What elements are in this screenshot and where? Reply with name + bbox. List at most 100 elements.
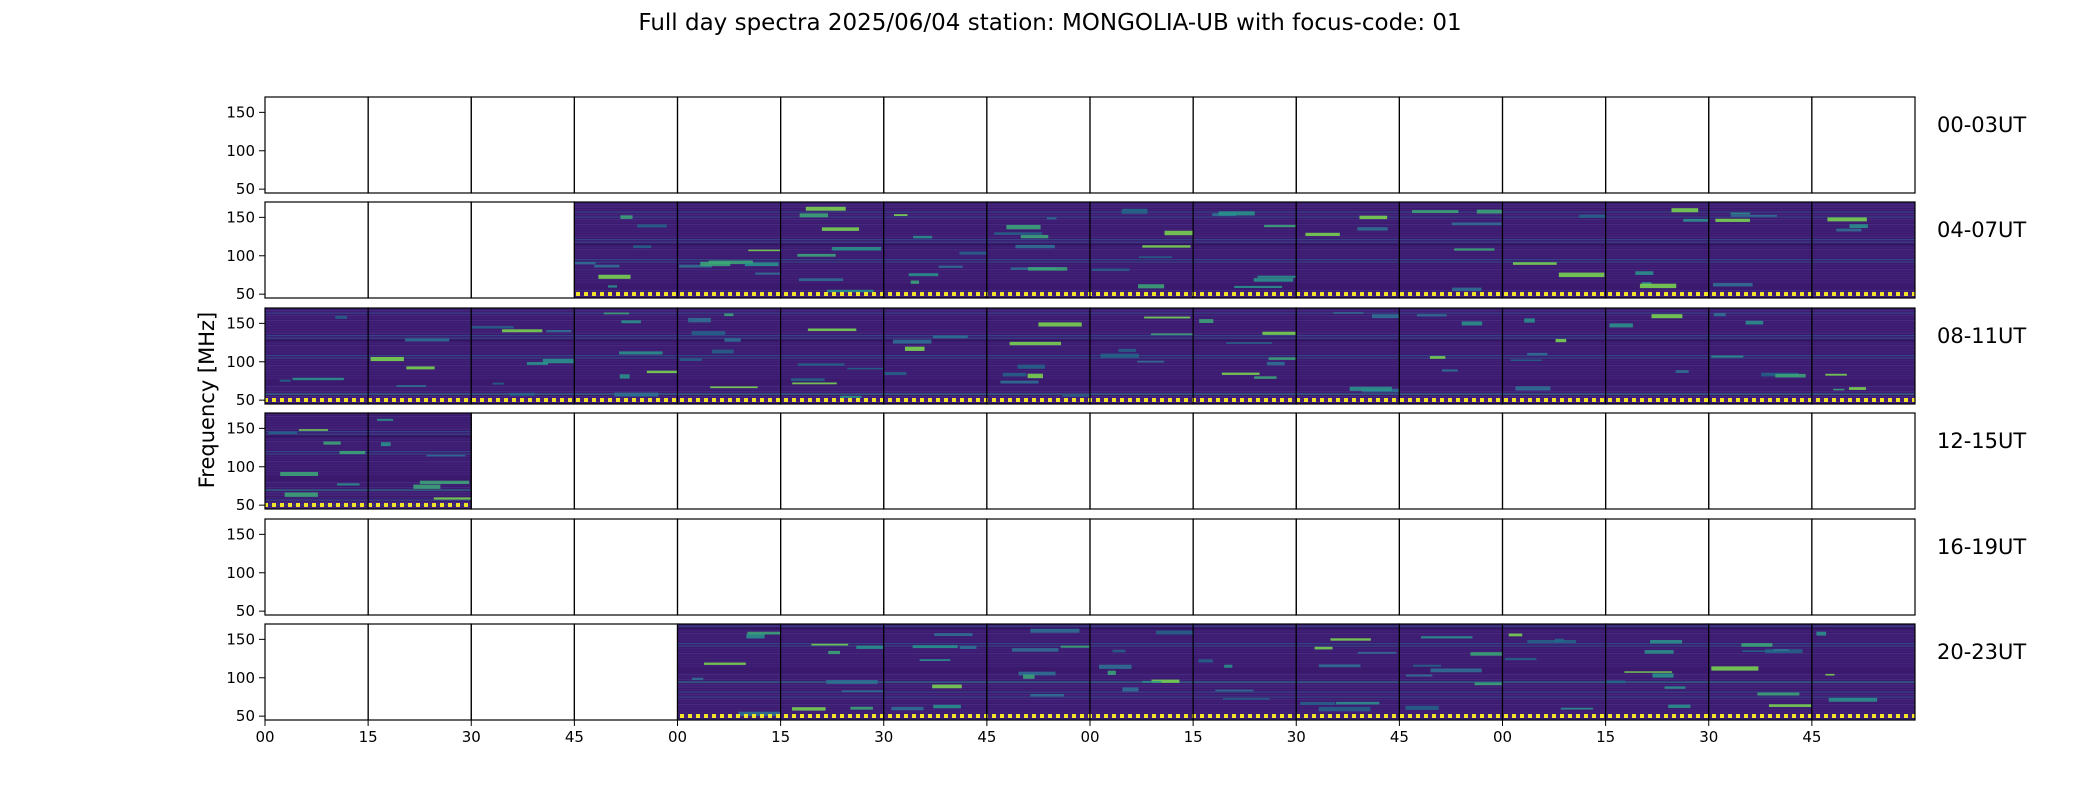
- empty-panel: [676, 518, 782, 616]
- empty-panel: [1605, 518, 1710, 616]
- empty-panel: [470, 201, 575, 299]
- empty-panel: [1708, 518, 1813, 616]
- y-tick-label: 150: [226, 314, 255, 332]
- y-tick-label: 150: [226, 630, 255, 648]
- spectrum-panel: [1295, 623, 1400, 721]
- empty-panel: [780, 518, 885, 616]
- spectrum-panel: [1398, 307, 1504, 405]
- empty-panel: [883, 412, 988, 510]
- x-tick-label: 30: [1699, 728, 1718, 746]
- empty-panel: [1398, 96, 1504, 194]
- empty-panel: [367, 201, 472, 299]
- y-tick-label: 100: [226, 669, 255, 687]
- x-tick-label: 15: [359, 728, 378, 746]
- y-tick-label: 100: [226, 247, 255, 265]
- empty-panel: [573, 518, 679, 616]
- y-tick-label: 100: [226, 142, 255, 160]
- empty-panel: [1605, 412, 1710, 510]
- empty-panel: [1501, 518, 1607, 616]
- spectrum-panel: [1089, 623, 1194, 721]
- spectra-row-12-15UT: 150 100 50 12-15UT: [226, 412, 2026, 514]
- spectrum-panel: [1811, 307, 1916, 405]
- y-tick-label: 50: [236, 285, 255, 303]
- spectrum-panel: [1398, 623, 1504, 721]
- empty-panel: [264, 518, 369, 616]
- y-tick-label: 150: [226, 103, 255, 121]
- x-tick-label: 15: [771, 728, 790, 746]
- spectrum-panel: [780, 307, 885, 405]
- empty-panel: [573, 96, 679, 194]
- spectrum-panel: [1605, 623, 1710, 721]
- y-tick-label: 150: [226, 208, 255, 226]
- empty-panel: [573, 623, 679, 721]
- x-tick-label: 00: [668, 728, 687, 746]
- spectrum-panel: [883, 307, 988, 405]
- x-tick-label: 00: [255, 728, 274, 746]
- y-tick-label: 100: [226, 564, 255, 582]
- empty-panel: [986, 412, 1091, 510]
- empty-panel: [367, 96, 472, 194]
- spectrum-panel: [676, 201, 782, 299]
- chart-title: Full day spectra 2025/06/04 station: MON…: [638, 10, 1462, 36]
- y-tick-label: 50: [236, 391, 255, 409]
- empty-panel: [1811, 96, 1916, 194]
- spectrum-panel: [1708, 307, 1813, 405]
- empty-panel: [1811, 412, 1916, 510]
- row-label: 16-19UT: [1937, 535, 2026, 559]
- y-tick-label: 50: [236, 707, 255, 725]
- spectrum-panel: [1295, 307, 1400, 405]
- empty-panel: [1089, 412, 1194, 510]
- empty-panel: [1811, 518, 1916, 616]
- spectrum-panel: [1811, 623, 1916, 721]
- empty-panel: [883, 96, 988, 194]
- empty-panel: [1501, 412, 1607, 510]
- x-tick-label: 15: [1184, 728, 1203, 746]
- empty-panel: [780, 412, 885, 510]
- spectrum-panel: [367, 307, 472, 405]
- y-tick-label: 150: [226, 419, 255, 437]
- spectrum-panel: [264, 412, 369, 510]
- spectra-row-04-07UT: 150 100 50 04-07UT: [226, 201, 2026, 303]
- spectrum-panel: [676, 623, 782, 721]
- spectrum-panel: [1501, 307, 1607, 405]
- empty-panel: [1398, 412, 1504, 510]
- row-label: 12-15UT: [1937, 429, 2026, 453]
- empty-panel: [367, 623, 472, 721]
- x-tick-label: 45: [565, 728, 584, 746]
- empty-panel: [1192, 518, 1297, 616]
- spectrum-panel: [1811, 201, 1916, 299]
- empty-panel: [470, 412, 575, 510]
- x-tick-label: 30: [874, 728, 893, 746]
- y-tick-label: 100: [226, 353, 255, 371]
- x-tick-label: 30: [462, 728, 481, 746]
- empty-panel: [1089, 96, 1194, 194]
- empty-panel: [1089, 518, 1194, 616]
- row-label: 20-23UT: [1937, 640, 2026, 664]
- empty-panel: [470, 518, 575, 616]
- empty-panel: [264, 96, 369, 194]
- empty-panel: [573, 412, 679, 510]
- empty-panel: [264, 201, 369, 299]
- empty-panel: [780, 96, 885, 194]
- x-tick-label: 00: [1080, 728, 1099, 746]
- empty-panel: [367, 518, 472, 616]
- spectrum-panel: [780, 623, 885, 721]
- spectra-row-00-03UT: 150 100 50 00-03UT: [226, 96, 2026, 198]
- spectrum-panel: [573, 307, 679, 405]
- x-tick-label: 45: [1390, 728, 1409, 746]
- empty-panel: [1501, 96, 1607, 194]
- spectrum-panel: [470, 307, 575, 405]
- spectra-row-20-23UT: 150 100 50 20-23UT: [226, 623, 2026, 725]
- x-tick-label: 30: [1287, 728, 1306, 746]
- spectrum-panel: [1605, 307, 1710, 405]
- empty-panel: [676, 96, 782, 194]
- y-tick-label: 50: [236, 496, 255, 514]
- spectrum-panel: [367, 412, 472, 510]
- spectrum-panel: [1089, 201, 1194, 299]
- empty-panel: [1398, 518, 1504, 616]
- empty-panel: [470, 96, 575, 194]
- empty-panel: [1192, 412, 1297, 510]
- y-tick-label: 150: [226, 525, 255, 543]
- spectrum-panel: [1398, 201, 1504, 299]
